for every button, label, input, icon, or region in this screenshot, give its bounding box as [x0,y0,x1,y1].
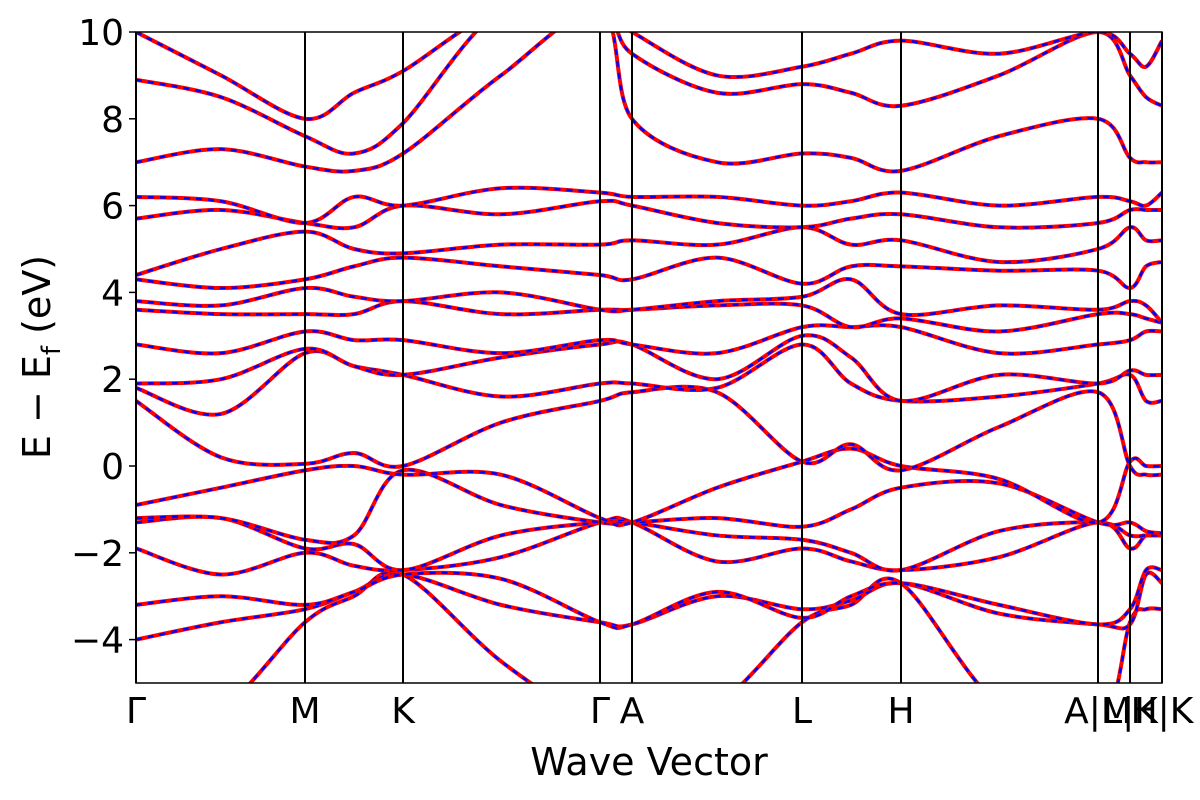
y-tick-label: 2 [101,360,124,401]
y-tick-label: −2 [71,534,124,575]
y-tick-label: 8 [101,100,124,141]
y-axis-label: E − Ef (eV) [15,255,67,459]
band-line-dashed [136,566,1162,630]
band-line-dashed [136,447,1162,527]
band-line [136,277,1162,325]
band-line-dashed [136,256,1162,290]
y-label-sub: f [37,345,67,355]
bands-layer [136,32,1162,683]
x-axis-label: Wave Vector [530,740,768,784]
y-label-part: (eV) [15,255,59,346]
y-tick-label: −4 [71,621,124,662]
y-label-part: E − E [15,355,59,459]
band-line [136,32,1162,174]
x-tick-label: Γ [590,691,610,732]
y-tick-label: 0 [101,447,124,488]
x-tick-label: Γ [126,691,146,732]
band-line-dashed [136,468,1162,545]
band-line-dashed [136,226,1162,277]
x-tick-label: H|K [1131,691,1195,732]
x-tick-label: L [792,691,812,732]
x-tick-label: A|M [1064,691,1132,732]
band-line-dashed [136,186,1162,225]
band-line [136,32,1162,121]
x-tick-label: L|K [1102,691,1159,732]
band-line-dashed [136,277,1162,324]
band-line-dashed [136,32,1162,173]
x-tick-label: H [887,691,914,732]
x-tick-label: M [289,691,320,732]
y-tick-label: 4 [101,273,124,314]
band-line [136,32,1162,156]
band-line-dashed [248,570,1162,683]
band-line-dashed [136,343,1162,416]
band-line-dashed [136,32,1162,121]
band-line-dashed [136,323,1162,355]
x-tick-label: A [620,691,645,732]
band-line [136,384,1162,478]
band-line [136,225,1162,277]
band-line-dashed [136,385,1162,477]
x-tick-label: K [391,691,416,732]
y-tick-label: 10 [78,13,124,54]
y-tick-label: 6 [101,187,124,228]
